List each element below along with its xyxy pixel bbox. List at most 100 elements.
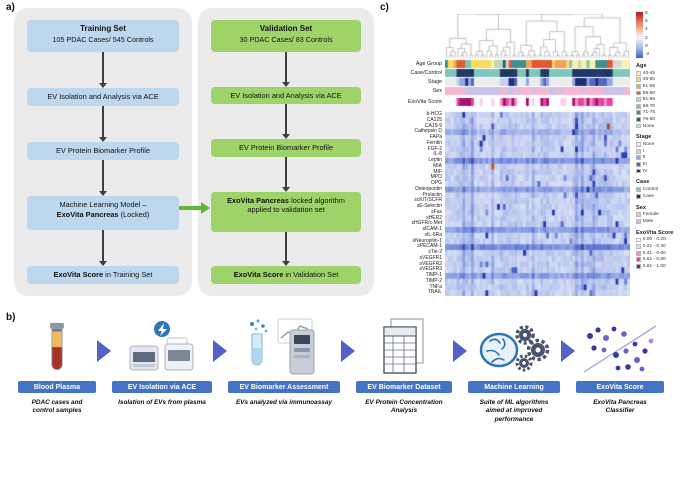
legend-entry: 0.81 - 1.00: [636, 263, 684, 270]
box-text: EV Isolation and Analysis via ACE: [47, 92, 159, 102]
legend-entry: 40-45: [636, 70, 684, 77]
down-arrow-icon: [27, 105, 179, 143]
panel-a-label: a): [6, 2, 15, 13]
row-label: TIMP-1: [425, 272, 442, 278]
legend-entry: II: [636, 155, 684, 162]
step-label: EV Isolation via ACE: [112, 381, 212, 393]
legend-entry: 46-50: [636, 77, 684, 84]
brain-gears-icon: [478, 318, 550, 376]
row-label: TNFa: [429, 283, 443, 290]
workflow-step-exovita-score: ExoVita Score ExoVita Pancreas Classifie…: [576, 318, 664, 416]
colorbar-gradient: [636, 12, 643, 58]
row-label: FAPa: [429, 134, 442, 140]
box-text: in Training Set: [103, 270, 153, 280]
right-arrow-icon: [97, 340, 111, 362]
box-text: EV Protein Biomarker Profile: [55, 146, 151, 156]
training-set-subtitle: 105 PDAC Cases/ 545 Controls: [52, 35, 154, 45]
row-label: sFas: [431, 208, 442, 215]
row-label: MIA: [433, 162, 442, 169]
step-desc: EVs analyzed via immunoassay: [236, 399, 332, 406]
right-arrow-icon: [213, 340, 227, 362]
legend-age: Age 40-45 46-50 51-55 56-60 61-65 66-70 71-75 76…: [636, 63, 684, 129]
heatmap-row-labels: b-HCG CA125 CA19-9 Cathepsin D FAPa Ferritin F…: [368, 111, 443, 296]
row-label: sVEGFR1: [419, 254, 442, 261]
row-label: OPG: [430, 180, 442, 186]
legend-entry: I: [636, 148, 684, 155]
row-label: sHER2: [426, 214, 442, 221]
validation-flow-panel: Validation Set 30 PDAC Cases/ 83 Control…: [198, 8, 374, 296]
training-set-title: Training Set: [80, 24, 126, 33]
step-desc: ExoVita Pancreas Classifier: [593, 399, 647, 415]
workflow-step-blood-plasma: Blood Plasma PDAC cases and control samp…: [18, 318, 96, 416]
step-desc: Suite of ML algorithms aimed at improved…: [479, 399, 549, 423]
immunoassay-icon: [242, 318, 326, 376]
workflow-row: Blood Plasma PDAC cases and control samp…: [18, 318, 664, 424]
right-arrow-icon: [561, 340, 575, 362]
row-label: Leptin: [428, 157, 442, 163]
row-label: sTie-2: [428, 249, 442, 255]
row-label: Prolactin: [422, 191, 442, 198]
legend-entry: 0.61 - 0.80: [636, 256, 684, 263]
row-label: sPECAM-1: [417, 243, 442, 250]
annotation-track-labels: Age Group Case/Control Stage Sex ExoVita Sco…: [368, 60, 442, 110]
row-label: sHGFR/c-Met: [411, 220, 442, 227]
step-label: Machine Learning: [468, 381, 560, 393]
legend-exovita-score: ExoVita Score 0.00 - 0.20 0.21 - 0.40 0.41 …: [636, 230, 684, 270]
row-label: CA125: [426, 116, 442, 123]
annotation-label: Sex: [432, 88, 442, 94]
annotation-label: Case/Control: [410, 70, 442, 76]
legend-entry: Control: [636, 186, 684, 193]
step-label: EV Biomarker Assessment: [228, 381, 340, 393]
heatmap-legends: 8 6 4 2 0 -2 Age 40-45 46-50 51-55 56-60 61-65 66-70…: [636, 11, 684, 270]
training-flow-panel: Training Set 105 PDAC Cases/ 545 Control…: [14, 8, 192, 296]
ace-instrument-icon: [129, 318, 195, 376]
legend-sex: Sex Female Male: [636, 205, 684, 225]
annotation-label: ExoVita Score: [407, 99, 442, 105]
row-label: TRAIL: [427, 289, 442, 296]
row-label: IL-8: [433, 151, 442, 158]
validation-set-subtitle: 30 PDAC Cases/ 83 Controls: [239, 35, 333, 45]
workflow-step-machine-learning: Machine Learning Suite of ML algorithms …: [468, 318, 560, 424]
legend-entry: Case: [636, 193, 684, 200]
step-desc: EV Protein Concentration Analysis: [365, 399, 443, 415]
legend-entry: III: [636, 161, 684, 168]
validation-set-box: Validation Set 30 PDAC Cases/ 83 Control…: [211, 20, 361, 52]
annotation-label: Stage: [427, 79, 442, 85]
legend-entry: None: [636, 123, 684, 130]
down-arrow-icon: [27, 52, 179, 89]
training-biomarker-profile-box: EV Protein Biomarker Profile: [27, 142, 179, 160]
row-label: sE-Selectin: [416, 203, 442, 209]
workflow-step-ev-biomarker-dataset: EV Biomarker Dataset EV Protein Concentr…: [356, 318, 452, 416]
legend-case: Case Control Case: [636, 179, 684, 199]
annotation-label: Age Group: [415, 61, 442, 67]
row-label: sVEGFR2: [419, 260, 442, 267]
step-desc: PDAC cases and control samples: [31, 399, 83, 415]
legend-stage: Stage None I II III IV: [636, 134, 684, 174]
box-text: in Validation Set: [283, 270, 339, 280]
blood-tube-icon: [44, 318, 70, 376]
row-label: MPO: [430, 174, 442, 181]
down-arrow-icon: [211, 231, 361, 267]
step-label: Blood Plasma: [18, 381, 96, 393]
validation-set-title: Validation Set: [259, 24, 313, 33]
row-label: MIF: [433, 168, 442, 175]
training-set-box: Training Set 105 PDAC Cases/ 545 Control…: [27, 20, 179, 52]
box-text-bold: ExoVita Pancreas: [227, 195, 290, 205]
legend-entry: Male: [636, 218, 684, 225]
validation-score-box: ExoVita Score in Validation Set: [211, 266, 361, 284]
row-label: Osteopontin: [415, 185, 442, 192]
locked-model-transfer-arrow-icon: [179, 202, 210, 214]
row-label: b-HCG: [426, 111, 442, 117]
box-text: locked algorithm applied to validation s…: [247, 195, 345, 215]
legend-entry: 51-55: [636, 83, 684, 90]
legend-entry: 0.00 - 0.20: [636, 237, 684, 244]
scatter-classifier-icon: [580, 318, 660, 376]
row-label: sNeuropilin-1: [412, 237, 442, 244]
legend-entry: 71-75: [636, 110, 684, 117]
box-text-bold: ExoVita Pancreas: [56, 209, 119, 219]
right-arrow-icon: [453, 340, 467, 362]
box-text: EV Isolation and Analysis via ACE: [230, 90, 342, 100]
legend-entry: 76-80: [636, 116, 684, 123]
box-text: EV Protein Biomarker Profile: [238, 143, 334, 153]
